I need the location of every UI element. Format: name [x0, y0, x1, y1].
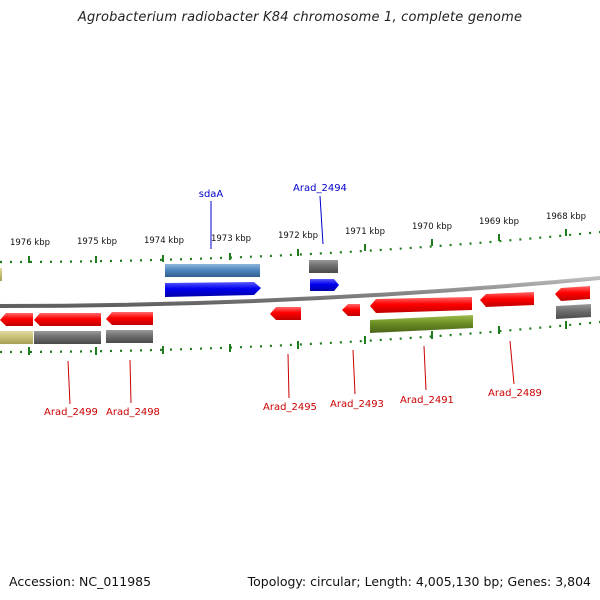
ruler-label-1972: 1972 kbp — [278, 231, 318, 241]
connector-arad-2495 — [287, 353, 290, 399]
accession-text: Accession: NC_011985 — [9, 574, 152, 589]
gene-label-sdaA[interactable]: sdaA — [199, 189, 224, 200]
ruler-bottom-dots — [0, 320, 600, 354]
ruler-label-1976: 1976 kbp — [10, 238, 50, 248]
connector-arad-2498 — [129, 359, 132, 404]
ruler-label-1968: 1968 kbp — [546, 212, 586, 222]
gene-label-arad-2491[interactable]: Arad_2491 — [400, 395, 454, 406]
gene-label-arad-2499[interactable]: Arad_2499 — [44, 407, 98, 418]
gene-box-arad-2498-track[interactable] — [106, 330, 153, 343]
topology-text: Topology: circular; Length: 4,005,130 bp… — [247, 574, 591, 589]
gene-label-arad-2498[interactable]: Arad_2498 — [106, 407, 160, 418]
gene-arrow-arad-2499[interactable] — [34, 313, 101, 326]
gene-box-arad-2494-track[interactable] — [309, 260, 338, 273]
gene-box-left-edge-fwd[interactable] — [0, 268, 2, 281]
gene-label-arad-2493[interactable]: Arad_2493 — [330, 399, 384, 410]
gene-arrow-arad-2495[interactable] — [270, 307, 301, 320]
ruler-label-1969: 1969 kbp — [479, 217, 519, 227]
gene-arrow-left-edge[interactable] — [0, 313, 33, 326]
ruler-top-major-ticks — [28, 229, 567, 263]
connector-arad-2494 — [319, 195, 324, 245]
gene-arrow-arad-2494[interactable] — [310, 279, 339, 291]
gene-box-right-edge-track[interactable] — [556, 304, 591, 319]
ruler-bottom-major-ticks — [28, 321, 567, 355]
ruler-label-1971: 1971 kbp — [345, 227, 385, 237]
gene-box-arad-2491-track[interactable] — [370, 315, 473, 333]
connector-arad-2491 — [423, 345, 427, 391]
genome-backbone — [0, 276, 600, 308]
ruler-label-1974: 1974 kbp — [144, 236, 184, 246]
gene-box-left-edge-rev[interactable] — [0, 331, 33, 344]
gene-label-arad-2495[interactable]: Arad_2495 — [263, 402, 317, 413]
gene-arrow-right-edge[interactable] — [555, 286, 590, 301]
gene-label-arad-2494[interactable]: Arad_2494 — [293, 183, 347, 194]
gene-arrow-arad-2498[interactable] — [106, 312, 153, 325]
map-title: Agrobacterium radiobacter K84 chromosome… — [77, 10, 523, 25]
ruler-label-1970: 1970 kbp — [412, 222, 452, 232]
ruler-label-1975: 1975 kbp — [77, 237, 117, 247]
gene-arrow-arad-2491[interactable] — [370, 297, 472, 313]
ruler-label-1973: 1973 kbp — [211, 234, 251, 244]
connector-arad-2493 — [352, 349, 356, 395]
gene-arrow-arad-2493[interactable] — [342, 304, 360, 316]
ruler-top-dots — [0, 230, 600, 264]
connector-arad-2489 — [509, 340, 515, 385]
connector-arad-2499 — [67, 360, 71, 405]
gene-box-sdaA-track[interactable] — [165, 264, 260, 277]
gene-arrow-arad-2489[interactable] — [480, 292, 534, 307]
gene-box-arad-2499-track[interactable] — [34, 331, 101, 344]
gene-arrow-sdaA[interactable] — [165, 282, 261, 297]
gene-label-arad-2489[interactable]: Arad_2489 — [488, 388, 542, 399]
